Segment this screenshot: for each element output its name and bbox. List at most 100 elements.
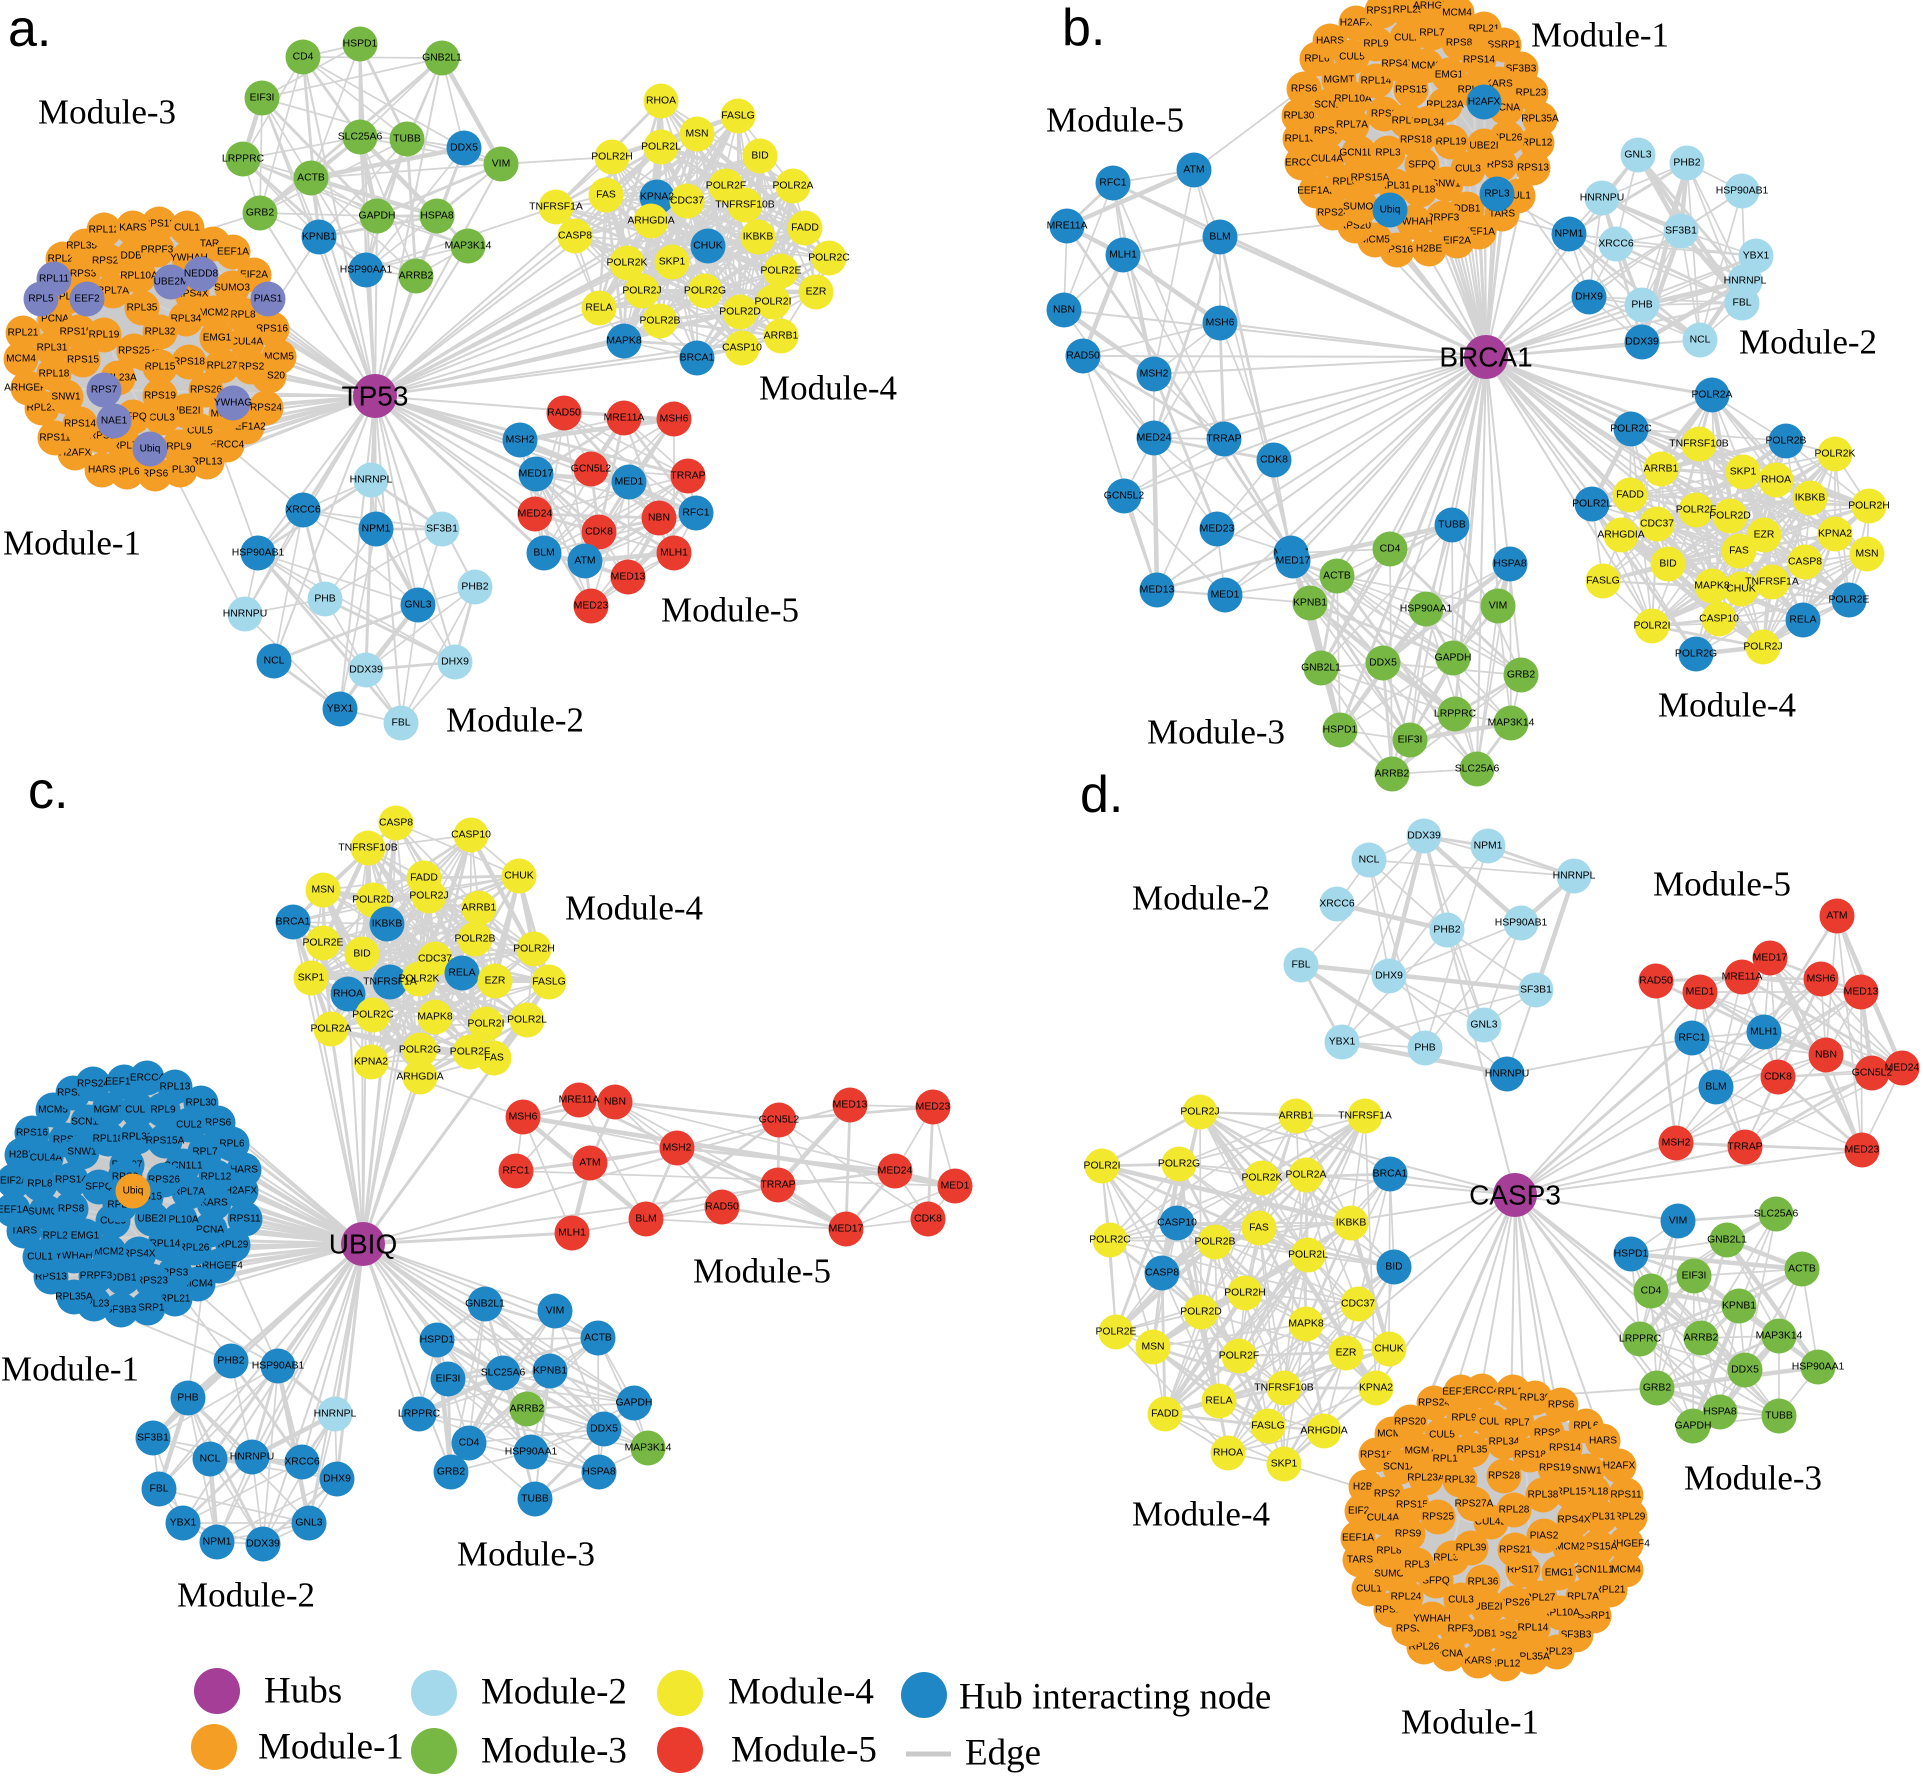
svg-text:RPL14: RPL14 [1361, 76, 1392, 87]
svg-text:CUL5: CUL5 [187, 426, 213, 437]
svg-text:RPL19: RPL19 [1433, 1454, 1464, 1465]
svg-text:HARS: HARS [230, 1165, 258, 1176]
svg-text:TRRAP: TRRAP [1206, 434, 1241, 445]
svg-text:POLR2G: POLR2G [399, 1045, 441, 1056]
svg-text:EIF2A: EIF2A [0, 1176, 28, 1187]
svg-text:EEF1A2: EEF1A2 [1442, 1387, 1480, 1398]
svg-text:RPS16: RPS16 [1381, 245, 1413, 256]
svg-text:MED13: MED13 [1844, 987, 1879, 998]
svg-text:Ubiq: Ubiq [140, 444, 161, 455]
svg-text:LRPPRC: LRPPRC [1619, 1334, 1662, 1345]
svg-text:RPS8: RPS8 [1446, 38, 1473, 49]
svg-text:XRCC6: XRCC6 [284, 1457, 319, 1468]
svg-text:RPL39: RPL39 [1456, 1543, 1487, 1554]
svg-text:RPS6: RPS6 [205, 1118, 232, 1129]
svg-text:SLC25A6: SLC25A6 [1455, 764, 1500, 775]
svg-text:DDB1: DDB1 [1470, 1629, 1497, 1640]
svg-text:SFPQ: SFPQ [85, 1182, 113, 1193]
svg-text:CHUK: CHUK [504, 871, 534, 882]
svg-text:POLR2F: POLR2F [706, 181, 746, 192]
svg-text:RPL7A: RPL7A [173, 1187, 205, 1198]
svg-text:HSPA8: HSPA8 [1703, 1407, 1737, 1418]
svg-text:RPL12: RPL12 [201, 1172, 232, 1183]
svg-text:CDK8: CDK8 [1260, 455, 1288, 466]
svg-text:TARS: TARS [11, 1226, 37, 1237]
svg-text:RPS15: RPS15 [1395, 85, 1427, 96]
svg-text:KPNB1: KPNB1 [1293, 598, 1327, 609]
svg-text:EEF1A2: EEF1A2 [105, 1077, 143, 1088]
svg-text:MAP3K14: MAP3K14 [445, 241, 492, 252]
svg-text:MCM2: MCM2 [1411, 61, 1441, 72]
svg-text:PRPF3: PRPF3 [80, 1271, 113, 1282]
svg-text:HSP90AA1: HSP90AA1 [340, 265, 393, 276]
svg-text:POLR2A: POLR2A [1691, 390, 1732, 401]
svg-text:RPS4X: RPS4X [175, 289, 208, 300]
svg-text:CASP3: CASP3 [1469, 1180, 1561, 1211]
svg-text:TARS: TARS [200, 239, 226, 250]
svg-text:CDC37: CDC37 [1341, 1299, 1375, 1310]
svg-text:CUL2: CUL2 [1394, 33, 1420, 44]
svg-text:RPL3: RPL3 [1484, 189, 1510, 200]
svg-text:YWHAH: YWHAH [1413, 1614, 1451, 1625]
svg-text:NCL: NCL [1690, 335, 1711, 346]
svg-text:IKBKB: IKBKB [372, 919, 403, 930]
svg-text:MCM5: MCM5 [264, 352, 294, 363]
svg-text:RPL6: RPL6 [219, 1139, 245, 1150]
svg-text:TARS: TARS [1489, 209, 1515, 220]
svg-text:Module-4: Module-4 [565, 889, 703, 928]
svg-text:ARRB2: ARRB2 [1375, 769, 1410, 780]
svg-text:SFPQ: SFPQ [1422, 1576, 1450, 1587]
svg-text:HNRNPL: HNRNPL [1553, 871, 1596, 882]
svg-text:Module-3: Module-3 [457, 1535, 595, 1574]
svg-text:FASLG: FASLG [1251, 1421, 1285, 1432]
svg-text:RPS15A: RPS15A [1351, 173, 1390, 184]
svg-text:RPL35: RPL35 [1392, 116, 1423, 127]
svg-text:ACTB: ACTB [1323, 571, 1351, 582]
svg-text:RPS15: RPS15 [67, 355, 99, 366]
svg-text:RPS9: RPS9 [1371, 109, 1398, 120]
svg-text:CDC37: CDC37 [1640, 519, 1674, 530]
svg-text:RPS6: RPS6 [1548, 1400, 1575, 1411]
svg-text:SKP1: SKP1 [659, 257, 686, 268]
svg-text:CASP10: CASP10 [722, 343, 762, 354]
svg-text:CUL1: CUL1 [1505, 191, 1531, 202]
svg-text:Module-3: Module-3 [481, 1731, 627, 1772]
svg-text:YBX1: YBX1 [1329, 1037, 1356, 1048]
svg-text:CDK8: CDK8 [1764, 1072, 1792, 1083]
svg-text:RPS4X: RPS4X [122, 1249, 155, 1260]
svg-text:RPS4X: RPS4X [1557, 1515, 1590, 1526]
svg-text:Module-4: Module-4 [1132, 1495, 1270, 1534]
svg-text:RPS8: RPS8 [1534, 1428, 1561, 1439]
svg-text:POLR2B: POLR2B [454, 934, 495, 945]
svg-text:RPL7: RPL7 [1419, 28, 1445, 39]
svg-text:RPS14: RPS14 [64, 419, 96, 430]
svg-text:EIF2A: EIF2A [1348, 1506, 1376, 1517]
svg-text:DDX5: DDX5 [590, 1424, 618, 1435]
svg-text:NBN: NBN [604, 1097, 626, 1108]
svg-text:RPS6: RPS6 [142, 469, 169, 480]
svg-text:CUL4B: CUL4B [1475, 1517, 1508, 1528]
svg-text:HSPD1: HSPD1 [343, 39, 378, 50]
svg-text:RPS16: RPS16 [16, 1128, 48, 1139]
svg-text:RPS18: RPS18 [1514, 1450, 1546, 1461]
svg-text:H2BE: H2BE [1353, 1482, 1380, 1493]
svg-text:RPL34: RPL34 [171, 314, 202, 325]
svg-text:GCN5L2: GCN5L2 [571, 464, 612, 475]
svg-text:RPL31: RPL31 [1380, 181, 1411, 192]
svg-text:SKP1: SKP1 [1271, 1459, 1298, 1470]
svg-text:HNRNPL: HNRNPL [350, 475, 393, 486]
svg-text:SSRP1: SSRP1 [131, 1303, 164, 1314]
svg-text:RPL6: RPL6 [1304, 54, 1330, 65]
svg-text:CDK8: CDK8 [585, 527, 613, 538]
svg-text:H2AFX: H2AFX [225, 1186, 258, 1197]
svg-text:Module-5: Module-5 [693, 1252, 831, 1291]
svg-text:MRE11A: MRE11A [1722, 972, 1763, 983]
svg-text:DDX5: DDX5 [1731, 1365, 1759, 1376]
svg-text:Module-1: Module-1 [1, 1350, 139, 1389]
svg-text:SF3B1: SF3B1 [1520, 985, 1552, 996]
svg-text:BLM: BLM [1209, 232, 1230, 243]
svg-text:HSP90AB1: HSP90AB1 [1716, 186, 1769, 197]
svg-text:RPL10A: RPL10A [161, 1215, 199, 1226]
svg-text:RPS15A: RPS15A [60, 327, 99, 338]
svg-text:MSN: MSN [1141, 1342, 1164, 1353]
